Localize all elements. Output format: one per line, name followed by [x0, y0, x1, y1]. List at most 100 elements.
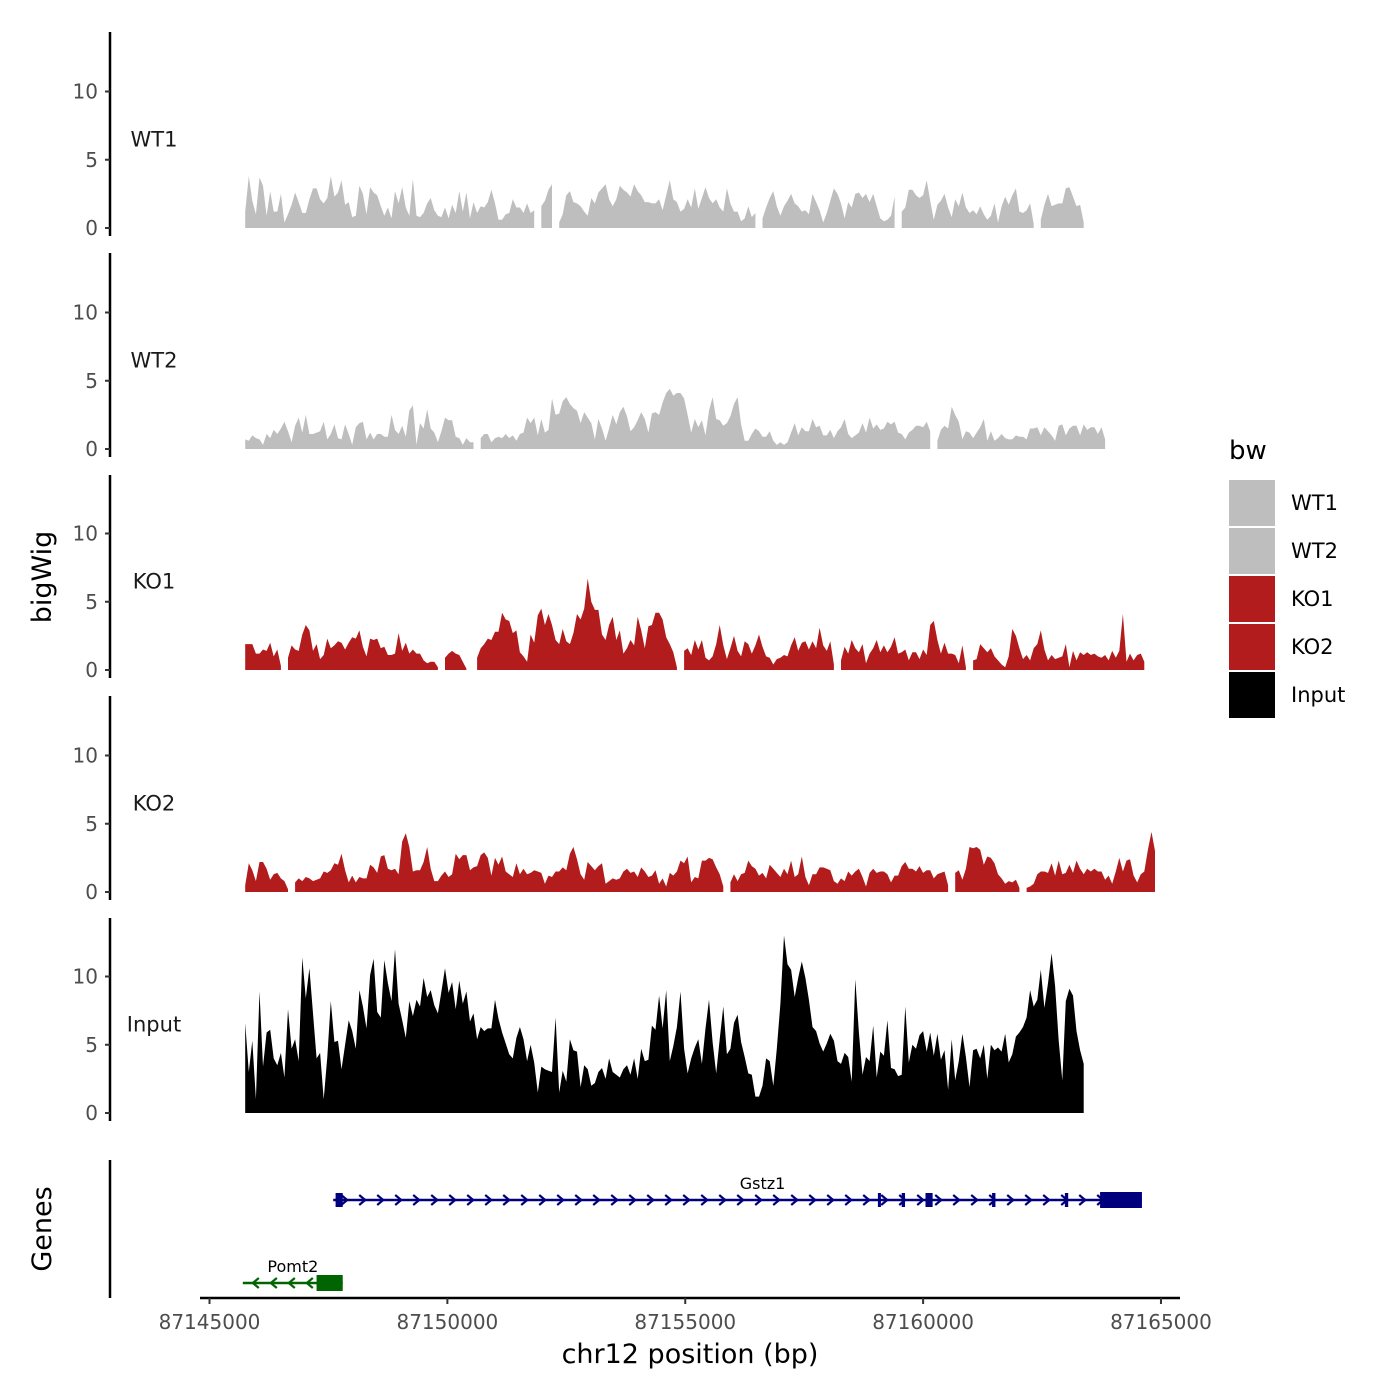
strand-chevron — [556, 1194, 565, 1206]
area-input-segment — [245, 935, 1084, 1113]
strand-chevron — [862, 1194, 871, 1206]
strand-chevron — [826, 1194, 835, 1206]
panel-label-input: Input — [127, 1012, 181, 1036]
genes-panel: Gstz1 Pomt2 — [108, 1160, 1142, 1298]
y-tick-label: 0 — [85, 1101, 98, 1125]
panel-label-ko1: KO1 — [133, 569, 176, 593]
area-wt2-segment — [480, 388, 931, 449]
exon-block — [901, 1193, 906, 1207]
x-tick-label: 87150000 — [396, 1310, 498, 1334]
area-wt1-segment — [762, 188, 895, 228]
legend-label: KO1 — [1291, 587, 1334, 611]
strand-chevron — [358, 1194, 367, 1206]
strand-chevron — [1078, 1194, 1087, 1206]
area-ko1-segment — [288, 625, 438, 670]
strand-chevron — [718, 1194, 727, 1206]
strand-chevron — [574, 1194, 583, 1206]
gene-label-gstz1: Gstz1 — [740, 1174, 786, 1193]
strand-chevron — [412, 1194, 421, 1206]
strand-chevron — [430, 1194, 439, 1206]
legend-item-input: Input — [1229, 672, 1345, 718]
strand-chevron — [664, 1194, 673, 1206]
strand-chevron — [970, 1194, 979, 1206]
area-ko2-segment — [955, 847, 1020, 892]
exon-block — [1064, 1193, 1069, 1207]
panel-label-wt2: WT2 — [131, 348, 178, 372]
y-tick-label: 5 — [85, 148, 98, 172]
area-wt1-segment — [1040, 187, 1084, 228]
y-tick-label: 10 — [73, 301, 98, 325]
strand-chevron — [466, 1194, 475, 1206]
strand-chevron — [376, 1194, 385, 1206]
y-tick-label: 0 — [85, 658, 98, 682]
area-wt2-segment — [937, 406, 1106, 449]
genes-axis-title: Genes — [27, 1186, 58, 1271]
y-tick-label: 5 — [85, 1033, 98, 1057]
legend-label: WT2 — [1291, 539, 1338, 563]
strand-chevron — [502, 1194, 511, 1206]
strand-chevron — [646, 1194, 655, 1206]
x-axis: 87145000 87150000 87155000 87160000 87165000 — [159, 1296, 1212, 1334]
y-tick-label: 10 — [73, 744, 98, 768]
legend-item-ko2: KO2 — [1229, 624, 1334, 670]
legend-item-ko1: KO1 — [1229, 576, 1334, 622]
legend-item-wt1: WT1 — [1229, 480, 1338, 526]
strand-chevron — [305, 1277, 314, 1289]
strand-chevron — [1006, 1194, 1015, 1206]
track-wt1: 0 5 10 WT1 — [73, 32, 1084, 240]
legend-swatch — [1229, 576, 1275, 622]
legend-item-wt2: WT2 — [1229, 528, 1338, 574]
area-ko1-segment — [445, 650, 467, 670]
legend-swatch — [1229, 528, 1275, 574]
strand-chevron — [952, 1194, 961, 1206]
strand-chevron — [754, 1194, 763, 1206]
legend-label: WT1 — [1291, 491, 1338, 515]
y-tick-label: 5 — [85, 369, 98, 393]
strand-chevron — [287, 1277, 296, 1289]
area-ko1-segment — [684, 625, 834, 670]
strand-chevron — [898, 1194, 907, 1206]
exon-block — [877, 1193, 881, 1207]
area-ko2-segment — [1026, 831, 1155, 892]
track-wt2: 0 5 10 WT2 — [73, 253, 1106, 461]
strand-chevron — [700, 1194, 709, 1206]
panel-label-wt1: WT1 — [131, 127, 178, 151]
area-wt1-segment — [245, 176, 535, 228]
area-wt2-segment — [245, 405, 474, 449]
x-tick-label: 87160000 — [872, 1310, 974, 1334]
area-wt1-segment — [559, 180, 756, 228]
strand-chevron — [808, 1194, 817, 1206]
area-ko1-segment — [245, 642, 281, 670]
strand-chevron — [340, 1194, 349, 1206]
area-ko1-segment — [841, 620, 966, 670]
strand-chevron — [736, 1194, 745, 1206]
strand-chevron — [520, 1194, 529, 1206]
area-ko2-segment — [245, 862, 288, 892]
strand-chevron — [790, 1194, 799, 1206]
strand-chevron — [269, 1277, 278, 1289]
panel-label-ko2: KO2 — [133, 791, 176, 815]
strand-chevron — [448, 1194, 457, 1206]
strand-chevron — [880, 1194, 889, 1206]
strand-chevron — [682, 1194, 691, 1206]
legend-swatch — [1229, 672, 1275, 718]
x-axis-title: chr12 position (bp) — [562, 1339, 819, 1370]
y-tick-label: 10 — [73, 965, 98, 989]
y-tick-label: 10 — [73, 522, 98, 546]
strand-chevron — [592, 1194, 601, 1206]
y-tick-label: 0 — [85, 880, 98, 904]
strand-chevron — [1024, 1194, 1033, 1206]
track-input: 0 5 10 Input — [73, 918, 1084, 1125]
strand-chevron — [772, 1194, 781, 1206]
signal-tracks: 0 5 10 WT1 0 5 10 WT2 0 5 10 KO1 0 5 10 KO2 0 5 10 Input — [73, 32, 1155, 1125]
gene-gstz1: Gstz1 — [333, 1174, 1142, 1208]
track-ko2: 0 5 10 KO2 — [73, 696, 1155, 904]
y-tick-label: 0 — [85, 216, 98, 240]
gene-label-pomt2: Pomt2 — [267, 1257, 318, 1276]
strand-chevron — [916, 1194, 925, 1206]
area-ko2-segment — [730, 856, 949, 892]
strand-chevron — [394, 1194, 403, 1206]
y-tick-label: 0 — [85, 437, 98, 461]
